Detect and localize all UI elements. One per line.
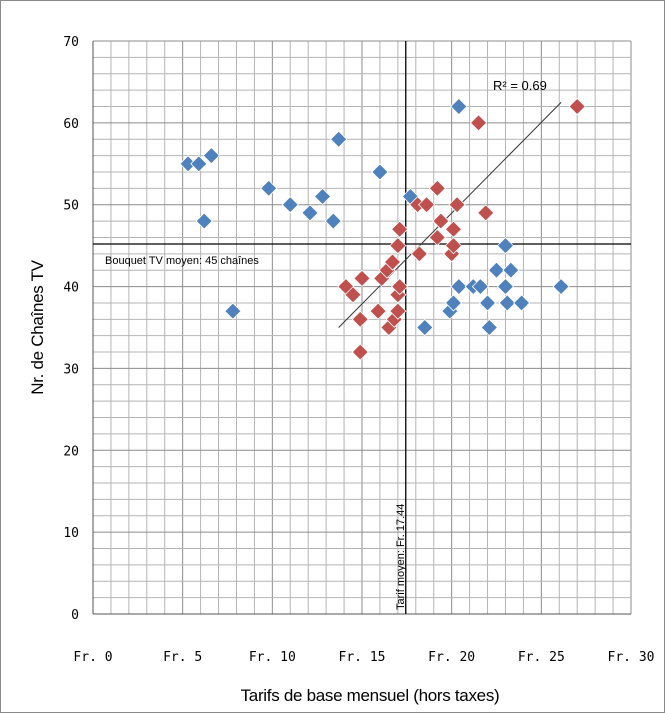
data-points xyxy=(179,97,586,361)
r-squared-label: R² = 0.69 xyxy=(493,78,547,93)
y-tick-label: 10 xyxy=(63,526,79,541)
data-point xyxy=(444,220,463,238)
x-tick-label: Fr. 0 xyxy=(73,650,112,665)
data-point xyxy=(513,294,531,312)
data-point xyxy=(260,179,278,197)
x-tick-label: Fr. 25 xyxy=(518,650,565,665)
y-tick-label: 0 xyxy=(71,608,79,623)
data-point xyxy=(417,196,436,214)
trendline-group: R² = 0.69 xyxy=(338,78,562,328)
data-point xyxy=(480,318,498,337)
data-point xyxy=(389,237,407,255)
y-tick-label: 70 xyxy=(63,35,79,50)
data-point xyxy=(444,294,463,312)
data-point xyxy=(330,130,348,148)
data-point xyxy=(391,278,409,296)
data-point xyxy=(383,253,402,271)
data-point xyxy=(450,278,468,296)
data-point xyxy=(428,179,446,197)
data-point xyxy=(496,237,515,255)
average-channels-label: Bouquet TV moyen: 45 chaînes xyxy=(105,255,259,267)
data-point xyxy=(552,278,570,296)
data-point xyxy=(410,245,428,263)
y-tick-label: 30 xyxy=(63,362,79,377)
data-point xyxy=(496,278,515,296)
grid-lines xyxy=(92,40,632,615)
x-tick-label: Fr. 5 xyxy=(163,650,202,665)
data-point xyxy=(391,220,409,238)
tick-labels: 0 10 20 30 40 50 60 70 Fr. 0 Fr. 5 Fr. 10 Fr. 15 Fr.… xyxy=(63,35,654,665)
data-point xyxy=(502,261,520,279)
data-point xyxy=(351,310,369,328)
data-point xyxy=(351,343,369,361)
axis-titles: Tarifs de base mensuel (hors taxes) Nr. d… xyxy=(28,259,500,705)
data-point xyxy=(450,97,468,116)
data-point xyxy=(568,97,586,116)
reference-lines: Bouquet TV moyen: 45 chaînes Tarif moyen:… xyxy=(93,41,631,614)
x-tick-label: Fr. 10 xyxy=(249,650,296,665)
x-axis-title: Tarifs de base mensuel (hors taxes) xyxy=(241,686,500,705)
y-tick-label: 60 xyxy=(63,117,79,132)
data-point xyxy=(428,228,446,247)
data-point xyxy=(344,286,362,304)
axes xyxy=(92,41,631,615)
data-point xyxy=(313,187,332,206)
data-point xyxy=(371,163,389,181)
data-point xyxy=(301,204,319,222)
data-point xyxy=(416,318,434,337)
data-point xyxy=(487,261,506,279)
data-point xyxy=(444,237,463,255)
x-tick-label: Fr. 30 xyxy=(608,650,655,665)
data-point xyxy=(448,196,466,214)
data-point xyxy=(470,114,488,132)
data-point xyxy=(353,269,371,287)
data-point xyxy=(478,294,497,312)
y-tick-label: 20 xyxy=(63,444,79,459)
data-point xyxy=(498,294,516,312)
y-axis-title: Nr. de Chaînes TV xyxy=(28,259,47,394)
data-point xyxy=(471,278,489,296)
x-tick-label: Fr. 20 xyxy=(428,650,475,665)
data-point xyxy=(477,204,495,222)
data-point xyxy=(224,302,242,320)
data-point xyxy=(202,147,220,165)
data-point xyxy=(195,212,213,230)
x-tick-label: Fr. 15 xyxy=(339,650,386,665)
y-tick-label: 50 xyxy=(63,199,79,214)
data-point xyxy=(281,196,299,214)
data-point xyxy=(389,302,407,320)
data-point xyxy=(324,212,342,230)
y-tick-label: 40 xyxy=(63,281,79,296)
data-point xyxy=(369,302,387,320)
average-price-label: Tarif moyen: Fr. 17.44 xyxy=(395,504,407,610)
data-point xyxy=(432,212,450,230)
data-point xyxy=(190,155,208,173)
trendline xyxy=(338,102,562,328)
